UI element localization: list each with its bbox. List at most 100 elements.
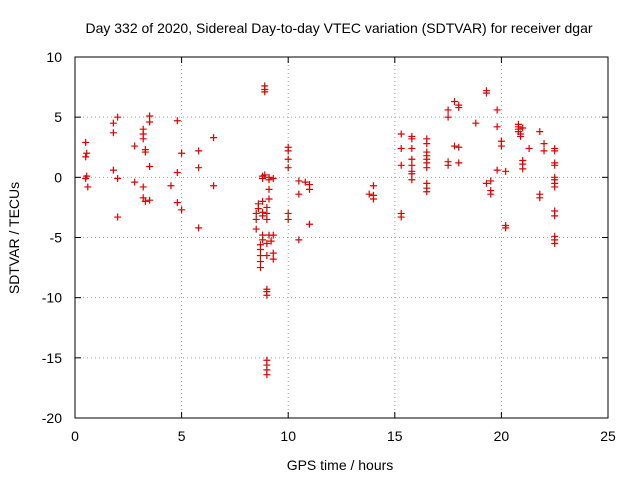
data-point-plus: [263, 252, 271, 260]
data-point-plus: [482, 89, 490, 97]
data-point-plus: [444, 106, 452, 114]
data-point-plus: [139, 135, 147, 143]
data-point-plus: [141, 148, 149, 156]
data-point-plus: [82, 138, 90, 146]
y-tick-label: -15: [42, 350, 62, 366]
data-point-plus: [365, 190, 373, 198]
data-point-plus: [178, 149, 186, 157]
data-point-plus: [263, 371, 271, 379]
data-point-plus: [551, 161, 559, 169]
tick-labels: 0 5 10 15 20 25 -20 -15 -10 -5 0 5 10: [42, 49, 616, 444]
data-point-plus: [295, 236, 303, 244]
data-point-plus: [173, 117, 181, 125]
data-point-plus: [146, 112, 154, 120]
data-point-plus: [295, 190, 303, 198]
data-point-plus: [519, 165, 527, 173]
data-point-plus: [444, 113, 452, 121]
data-point-plus: [517, 132, 525, 140]
data-point-plus: [84, 183, 92, 191]
grid-lines: [75, 57, 608, 418]
data-point-plus: [536, 128, 544, 136]
y-tick-label: 5: [54, 109, 62, 125]
x-tick-label: 15: [387, 428, 403, 444]
data-point-plus: [269, 175, 277, 183]
data-point-plus: [210, 182, 218, 190]
data-point-plus: [408, 135, 416, 143]
data-point-plus: [284, 215, 292, 223]
data-point-plus: [444, 161, 452, 169]
data-point-plus: [551, 183, 559, 191]
data-point-plus: [455, 143, 463, 151]
y-tick-label: -20: [42, 410, 62, 426]
data-point-plus: [551, 147, 559, 155]
data-point-plus: [369, 182, 377, 190]
data-point-plus: [256, 258, 264, 266]
data-point-plus: [450, 142, 458, 150]
data-point-plus: [450, 98, 458, 106]
data-point-plus: [525, 144, 533, 152]
data-point-plus: [369, 195, 377, 203]
data-point-plus: [306, 185, 314, 193]
y-tick-label: -10: [42, 290, 62, 306]
data-point-plus: [252, 215, 260, 223]
data-point-plus: [195, 224, 203, 232]
data-point-plus: [109, 166, 117, 174]
data-point-plus: [131, 178, 139, 186]
data-point-plus: [146, 196, 154, 204]
data-point-plus: [173, 169, 181, 177]
data-point-plus: [301, 178, 309, 186]
data-point-plus: [502, 167, 510, 175]
data-point-plus: [423, 140, 431, 148]
x-tick-label: 0: [71, 428, 79, 444]
data-point-plus: [397, 144, 405, 152]
x-tick-label: 5: [178, 428, 186, 444]
data-point-plus: [146, 163, 154, 171]
data-point-plus: [455, 159, 463, 167]
data-point-plus: [131, 142, 139, 150]
data-point-plus: [265, 185, 273, 193]
data-point-plus: [284, 155, 292, 163]
data-point-plus: [256, 252, 264, 260]
data-point-plus: [540, 140, 548, 148]
data-point-plus: [254, 205, 262, 213]
data-point-plus: [263, 203, 271, 211]
data-point-plus: [306, 220, 314, 228]
data-point-plus: [83, 149, 91, 157]
data-point-plus: [397, 161, 405, 169]
data-point-plus: [259, 212, 267, 220]
data-point-plus: [82, 153, 90, 161]
data-point-plus: [284, 209, 292, 217]
data-point-plus: [83, 172, 91, 180]
data-points: [82, 82, 559, 379]
data-point-plus: [397, 130, 405, 138]
data-point-plus: [263, 215, 271, 223]
data-point-plus: [146, 118, 154, 126]
data-point-plus: [256, 264, 264, 272]
x-tick-label: 10: [280, 428, 296, 444]
data-point-plus: [408, 170, 416, 178]
data-point-plus: [408, 155, 416, 163]
data-point-plus: [536, 194, 544, 202]
data-point-plus: [263, 209, 271, 217]
data-point-plus: [256, 246, 264, 254]
data-point-plus: [114, 175, 122, 183]
data-point-plus: [139, 194, 147, 202]
data-point-plus: [167, 182, 175, 190]
data-point-plus: [109, 129, 117, 137]
data-point-plus: [259, 197, 267, 205]
data-point-plus: [487, 190, 495, 198]
data-point-plus: [139, 183, 147, 191]
data-point-plus: [455, 104, 463, 112]
data-point-plus: [178, 206, 186, 214]
data-point-plus: [551, 212, 559, 220]
data-point-plus: [114, 213, 122, 221]
data-point-plus: [497, 142, 505, 150]
data-point-plus: [482, 179, 490, 187]
data-point-plus: [114, 113, 122, 121]
data-point-plus: [252, 225, 260, 233]
data-point-plus: [397, 213, 405, 221]
data-point-plus: [173, 199, 181, 207]
data-point-plus: [408, 176, 416, 184]
